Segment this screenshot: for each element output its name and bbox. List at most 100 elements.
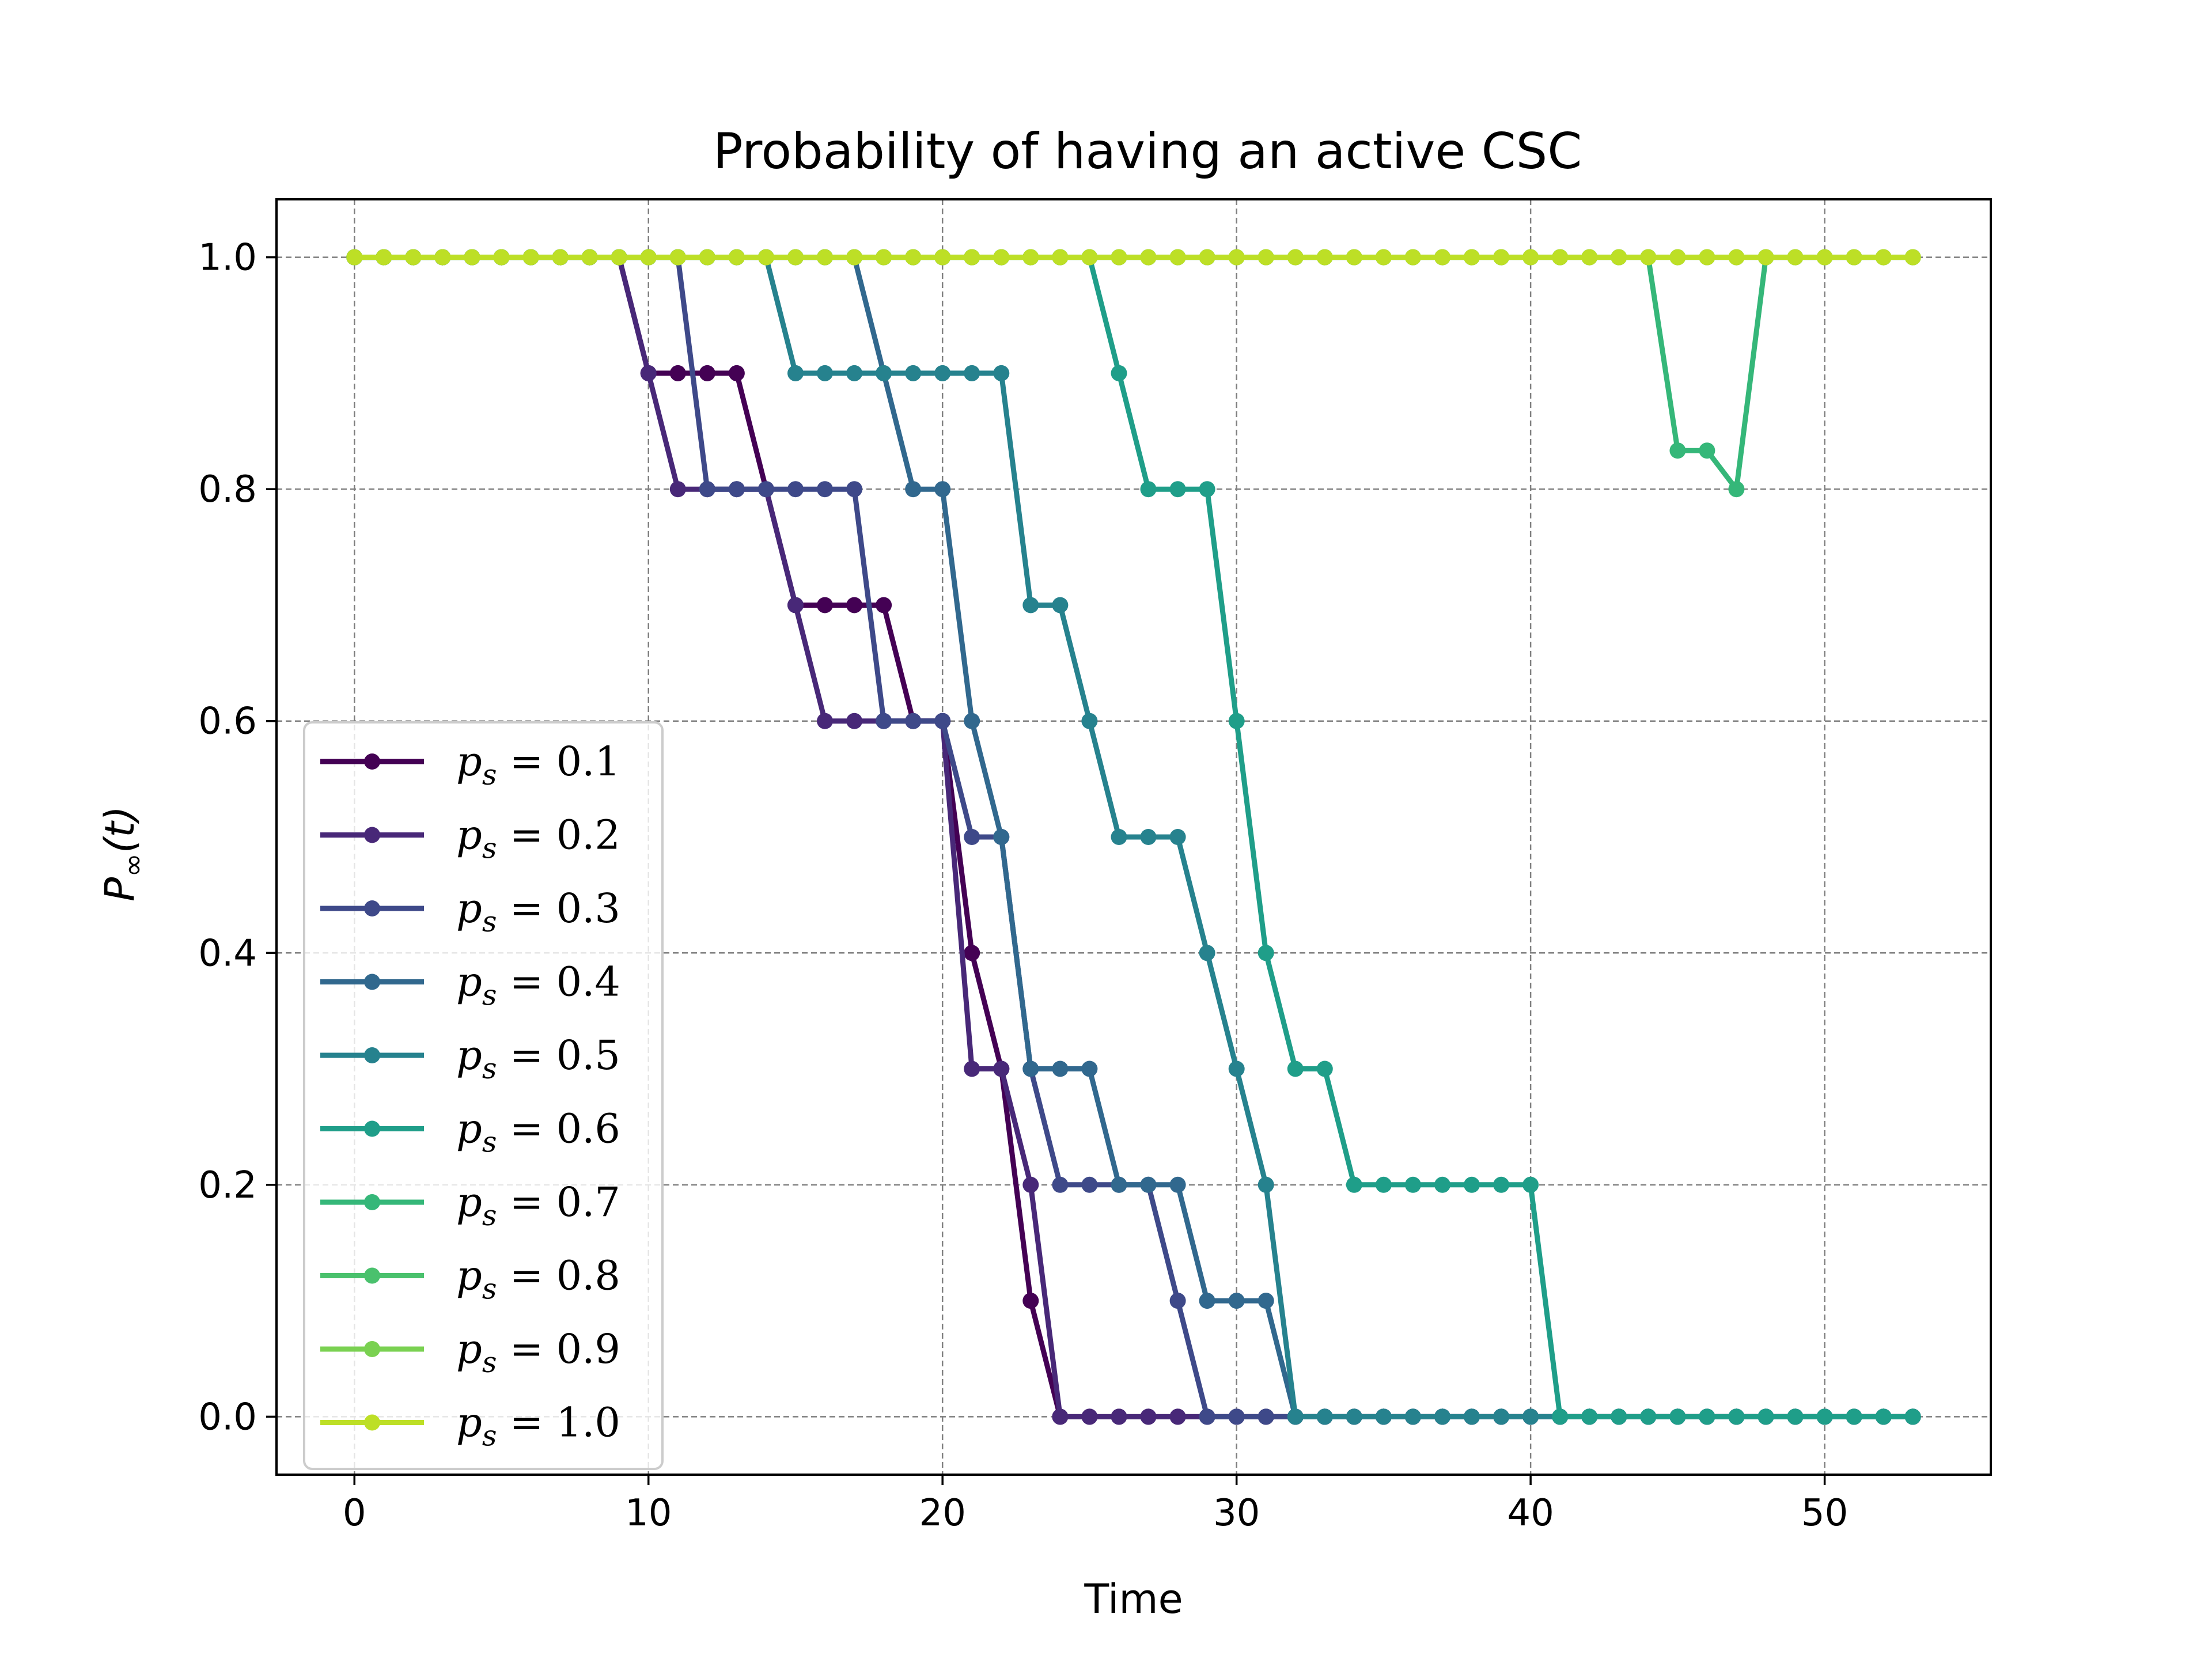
series-7-point-46 xyxy=(1699,442,1715,459)
series-6-point-40 xyxy=(1522,1176,1539,1193)
y-tick-label-4: 0.8 xyxy=(198,468,257,511)
series-10-point-51 xyxy=(1846,249,1862,266)
series-6-point-50 xyxy=(1816,1408,1833,1425)
series-6-point-37 xyxy=(1434,1176,1450,1193)
plot-frame xyxy=(275,198,1992,1476)
series-10-point-23 xyxy=(1022,249,1039,266)
series-5-point-24 xyxy=(1052,597,1069,613)
series-10-point-16 xyxy=(817,249,833,266)
series-1-point-12 xyxy=(699,365,715,381)
legend-label-3: ps = 0.3 xyxy=(456,885,620,938)
series-10-point-24 xyxy=(1052,249,1069,266)
series-4-point-29 xyxy=(1199,1293,1215,1309)
series-5-point-22 xyxy=(993,365,1010,381)
series-6-point-28 xyxy=(1169,481,1186,498)
series-6-point-34 xyxy=(1346,1176,1362,1193)
series-3-point-13 xyxy=(728,481,745,498)
series-10-point-6 xyxy=(522,249,539,266)
series-2-point-28 xyxy=(1169,1408,1186,1425)
series-2-point-21 xyxy=(964,1060,980,1077)
series-6-point-36 xyxy=(1404,1176,1421,1193)
series-4-point-24 xyxy=(1052,1060,1069,1077)
legend-marker-4 xyxy=(364,974,380,990)
series-10-point-21 xyxy=(964,249,980,266)
legend-label-6: ps = 0.6 xyxy=(456,1105,620,1159)
series-7-point-47 xyxy=(1728,481,1745,498)
legend-marker-10 xyxy=(364,1414,380,1431)
series-10-point-48 xyxy=(1758,249,1774,266)
series-2-point-11 xyxy=(669,481,686,498)
legend-item-5: ps = 0.5 xyxy=(320,1032,620,1085)
series-10-point-33 xyxy=(1316,249,1333,266)
series-6-point-43 xyxy=(1611,1408,1627,1425)
series-10-point-7 xyxy=(552,249,569,266)
series-3-point-17 xyxy=(846,481,863,498)
legend: ps = 0.1 ps = 0.2 ps = 0.3 ps = 0.4 ps = 0.5… xyxy=(303,721,664,1470)
series-5-point-21 xyxy=(964,365,980,381)
series-5-point-27 xyxy=(1140,829,1157,845)
series-10-point-37 xyxy=(1434,249,1450,266)
series-6-point-29 xyxy=(1199,481,1215,498)
series-10-point-29 xyxy=(1199,249,1215,266)
series-10-point-9 xyxy=(611,249,627,266)
series-3-point-14 xyxy=(757,481,774,498)
y-tick-label-1: 0.2 xyxy=(198,1164,257,1207)
series-4-point-21 xyxy=(964,713,980,729)
series-5-point-36 xyxy=(1404,1408,1421,1425)
series-10-point-1 xyxy=(376,249,392,266)
series-10-point-52 xyxy=(1875,249,1892,266)
legend-item-10: ps = 1.0 xyxy=(320,1399,620,1453)
series-3-point-16 xyxy=(817,481,833,498)
legend-marker-1 xyxy=(364,753,380,770)
series-10-point-26 xyxy=(1111,249,1127,266)
series-4-point-23 xyxy=(1022,1060,1039,1077)
x-tick-label-1: 10 xyxy=(625,1492,672,1535)
series-6-point-47 xyxy=(1728,1408,1745,1425)
y-tick-label-2: 0.4 xyxy=(198,932,257,975)
series-5-point-31 xyxy=(1257,1176,1274,1193)
series-5-point-39 xyxy=(1493,1408,1510,1425)
series-6-point-33 xyxy=(1316,1060,1333,1077)
series-10-point-25 xyxy=(1081,249,1098,266)
series-5-point-20 xyxy=(934,365,951,381)
series-4-point-31 xyxy=(1257,1293,1274,1309)
series-10-point-0 xyxy=(346,249,363,266)
x-tick-label-4: 40 xyxy=(1507,1492,1554,1535)
legend-item-4: ps = 0.4 xyxy=(320,959,620,1012)
series-6-point-44 xyxy=(1640,1408,1657,1425)
legend-item-3: ps = 0.3 xyxy=(320,885,620,938)
series-10-point-53 xyxy=(1904,249,1921,266)
series-1-point-21 xyxy=(964,945,980,961)
series-6-point-49 xyxy=(1787,1408,1804,1425)
series-4-point-26 xyxy=(1111,1176,1127,1193)
series-6-point-30 xyxy=(1228,713,1245,729)
series-5-point-18 xyxy=(876,365,892,381)
series-10-point-3 xyxy=(434,249,451,266)
series-10-point-44 xyxy=(1640,249,1657,266)
series-10-point-14 xyxy=(757,249,774,266)
series-3-point-15 xyxy=(787,481,804,498)
legend-item-8: ps = 0.8 xyxy=(320,1252,620,1306)
series-3-point-12 xyxy=(699,481,715,498)
series-6-point-38 xyxy=(1464,1176,1480,1193)
series-6-point-45 xyxy=(1669,1408,1686,1425)
series-3-point-19 xyxy=(905,713,922,729)
series-5-point-26 xyxy=(1111,829,1127,845)
series-1-point-23 xyxy=(1022,1293,1039,1309)
legend-item-6: ps = 0.6 xyxy=(320,1105,620,1159)
series-3-point-30 xyxy=(1228,1408,1245,1425)
series-3-point-25 xyxy=(1081,1176,1098,1193)
legend-marker-7 xyxy=(364,1194,380,1210)
series-10-point-18 xyxy=(876,249,892,266)
series-6-point-42 xyxy=(1581,1408,1598,1425)
series-5-point-17 xyxy=(846,365,863,381)
y-axis: 0.0 0.2 0.4 0.6 0.8 1.0 xyxy=(198,237,276,1438)
series-6-point-41 xyxy=(1552,1408,1569,1425)
x-axis-title: Time xyxy=(1084,1575,1183,1623)
series-10 xyxy=(346,249,1921,266)
legend-marker-3 xyxy=(364,900,380,916)
series-6-point-46 xyxy=(1699,1408,1715,1425)
series-10-point-36 xyxy=(1404,249,1421,266)
series-10-point-20 xyxy=(934,249,951,266)
